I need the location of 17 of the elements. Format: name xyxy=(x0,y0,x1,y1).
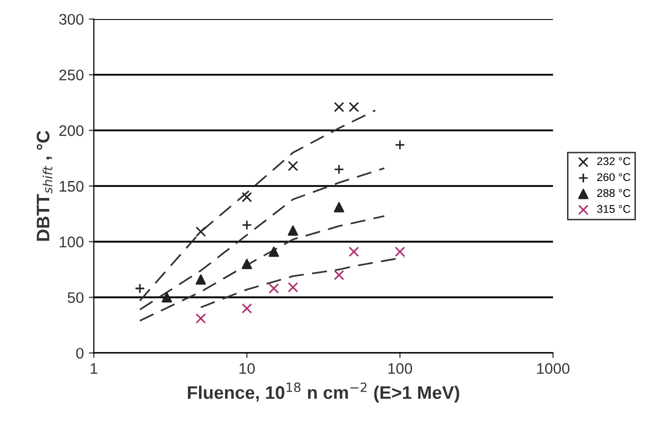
x-tick-label: 100 xyxy=(388,363,412,374)
y-tick-label: 200 xyxy=(59,125,84,136)
y-tick-label: 250 xyxy=(59,70,84,80)
legend-label: 232 °C xyxy=(597,157,630,166)
legend-label: 260 °C xyxy=(597,173,630,182)
y-tick-label: 150 xyxy=(60,180,84,192)
y-tick-label: 50 xyxy=(68,292,84,304)
y-axis-title: DBTT$_{shift}$ , °C xyxy=(36,130,52,241)
y-tick-label: 300 xyxy=(59,14,84,25)
x-tick-label: 10 xyxy=(240,363,255,374)
y-tick-label: 0 xyxy=(76,348,84,359)
y-tick-label: 100 xyxy=(60,236,84,248)
x-axis-title: Fluence, 10$^{18}$ n cm$^{−2}$ (E>1 MeV) xyxy=(188,382,460,403)
legend-label: 288 °C xyxy=(597,189,630,197)
legend-label: 315 °C xyxy=(597,205,630,213)
x-tick-label: 1 xyxy=(90,363,98,374)
x-tick-label: 1000 xyxy=(537,363,570,374)
